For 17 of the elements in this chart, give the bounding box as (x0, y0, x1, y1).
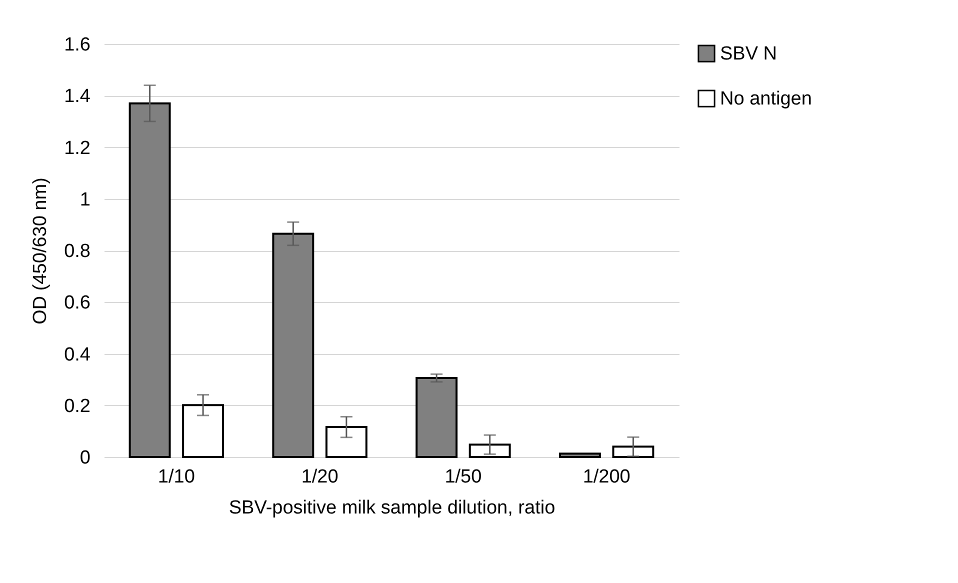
y-tick-label: 0.6 (64, 292, 90, 314)
y-tick-label: 0 (80, 448, 90, 468)
x-tick-label: 1/200 (582, 466, 630, 488)
y-tick-label: 1.4 (64, 86, 91, 108)
x-tick-label: 1/10 (158, 466, 195, 488)
x-tick-label: 1/20 (301, 466, 338, 488)
y-tick-label: 1.2 (64, 138, 90, 159)
y-tick-label: 0.4 (64, 344, 91, 366)
x-axis-title: SBV-positive milk sample dilution, ratio (228, 498, 556, 518)
legend-label: No antigen (720, 88, 812, 110)
legend-label: SBV N (720, 44, 778, 64)
y-tick-label: 1 (80, 189, 90, 210)
y-tick-label: 0.8 (64, 241, 90, 262)
y-axis-title: OD (450/630 nm) (30, 178, 52, 324)
y-tick-label: 1.6 (64, 34, 90, 56)
y-tick-label: 0.2 (64, 396, 90, 417)
x-tick-label: 1/50 (444, 466, 482, 488)
